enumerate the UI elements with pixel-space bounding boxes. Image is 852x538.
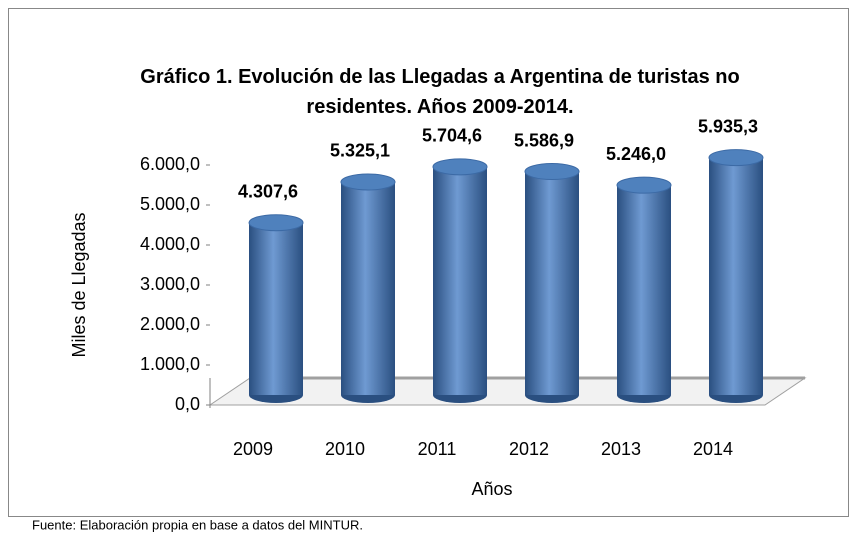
bar-top xyxy=(248,214,304,232)
x-axis-title: Años xyxy=(471,479,512,499)
x-tick-label: 2012 xyxy=(509,439,549,459)
bar-top xyxy=(340,173,396,191)
y-tick-label: 6.000,0 xyxy=(140,154,200,174)
bar xyxy=(432,158,488,403)
value-label: 5.704,6 xyxy=(422,126,482,146)
bar xyxy=(616,176,672,403)
bar-top xyxy=(432,158,488,176)
x-tick-label: 2009 xyxy=(233,439,273,459)
bar-body xyxy=(433,166,487,395)
bar-body xyxy=(617,185,671,395)
chart-title: Gráfico 1. Evolución de las Llegadas a A… xyxy=(140,66,740,118)
bar-top xyxy=(708,149,764,167)
source-note: Fuente: Elaboración propia en base a dat… xyxy=(32,517,363,532)
value-label: 5.935,3 xyxy=(698,116,758,136)
bar-body xyxy=(709,157,763,395)
value-label: 5.325,1 xyxy=(330,141,390,161)
bar xyxy=(708,149,764,403)
y-tick-label: 1.000,0 xyxy=(140,354,200,374)
y-axis-title: Miles de Llegadas xyxy=(69,212,89,357)
bar xyxy=(340,173,396,403)
chart-border xyxy=(8,8,849,517)
bar xyxy=(248,214,304,403)
bar-body xyxy=(249,222,303,395)
value-label: 5.586,9 xyxy=(514,130,574,150)
y-tick-label: 0,0 xyxy=(175,394,200,414)
bar-top xyxy=(616,176,672,194)
y-tick-label: 3.000,0 xyxy=(140,274,200,294)
bar-top xyxy=(524,163,580,181)
x-tick-label: 2014 xyxy=(693,439,733,459)
bar xyxy=(524,163,580,403)
bar-body xyxy=(525,171,579,395)
x-tick-label: 2013 xyxy=(601,439,641,459)
value-label: 4.307,6 xyxy=(238,181,298,201)
x-tick-label: 2011 xyxy=(418,439,457,459)
y-tick-label: 5.000,0 xyxy=(140,194,200,214)
value-label: 5.246,0 xyxy=(606,144,666,164)
bar-body xyxy=(341,181,395,395)
x-tick-label: 2010 xyxy=(325,439,365,459)
y-tick-label: 2.000,0 xyxy=(140,314,200,334)
y-tick-label: 4.000,0 xyxy=(140,234,200,254)
